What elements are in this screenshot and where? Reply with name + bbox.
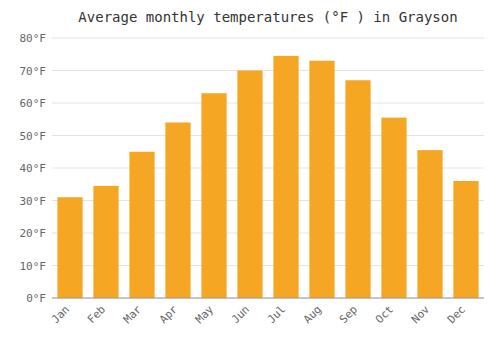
- bar: [381, 118, 406, 298]
- y-tick-label: 30°F: [20, 195, 47, 208]
- x-tick-label: Mar: [121, 303, 145, 327]
- grid-line: [52, 38, 484, 39]
- bar: [93, 186, 118, 298]
- y-tick-label: 10°F: [20, 260, 47, 273]
- bars: [57, 56, 478, 298]
- y-tick-label: 40°F: [20, 162, 47, 175]
- y-tick-label: 20°F: [20, 227, 47, 240]
- x-tick-label: Apr: [157, 303, 181, 327]
- grid: [52, 38, 484, 298]
- bar: [417, 150, 442, 298]
- chart: Average monthly temperatures (°F ) in Gr…: [0, 0, 500, 350]
- bar: [201, 93, 226, 298]
- y-tick-label: 70°F: [20, 65, 47, 78]
- bar: [309, 61, 334, 298]
- y-tick-label: 0°F: [26, 292, 46, 305]
- x-tick-label: Jun: [229, 303, 252, 326]
- grid-line: [52, 298, 484, 299]
- grid-line: [52, 135, 484, 136]
- x-tick-label: Jul: [265, 303, 288, 326]
- x-tick-label: Feb: [85, 303, 108, 326]
- bar: [129, 152, 154, 298]
- x-tick-label: Oct: [373, 303, 396, 326]
- y-tick-label: 60°F: [20, 97, 47, 110]
- bar: [237, 71, 262, 299]
- bar: [345, 80, 370, 298]
- y-tick-label: 50°F: [20, 130, 47, 143]
- chart-container: Average monthly temperatures (°F ) in Gr…: [0, 0, 500, 350]
- x-axis-line: [52, 298, 484, 299]
- title: Average monthly temperatures (°F ) in Gr…: [78, 9, 457, 25]
- bar: [273, 56, 298, 298]
- x-tick-label: Sep: [337, 303, 360, 326]
- x-tick-label: Nov: [409, 303, 433, 327]
- bar: [453, 181, 478, 298]
- x-tick-label: Jan: [49, 303, 72, 326]
- x-tick-label: Dec: [445, 303, 468, 326]
- x-tick-label: May: [193, 303, 217, 327]
- bar: [57, 197, 82, 298]
- grid-line: [52, 70, 484, 71]
- y-tick-label: 80°F: [20, 32, 47, 45]
- bar: [165, 123, 190, 299]
- x-tick-label: Aug: [301, 303, 324, 326]
- grid-line: [52, 103, 484, 104]
